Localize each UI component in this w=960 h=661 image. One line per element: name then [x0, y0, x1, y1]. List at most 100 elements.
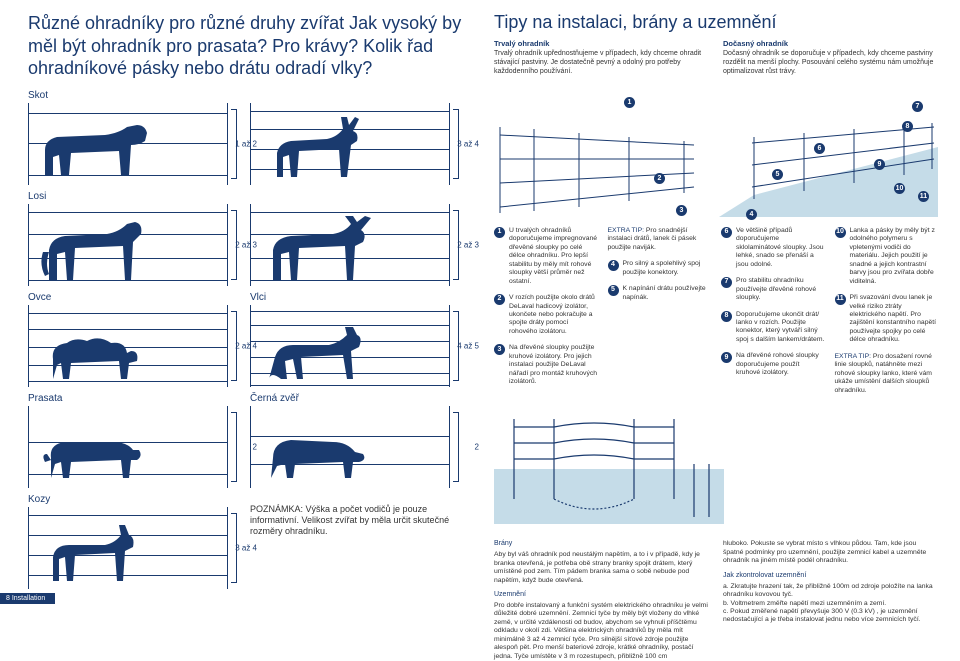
wire-range: 3 až 4: [235, 543, 257, 552]
animal-silhouette: [35, 519, 155, 589]
tips-column: EXTRA TIP: Pro snadnější instalaci drátů…: [608, 227, 712, 396]
tip-text: Pro silný a spolehlivý spoj použijte kon…: [623, 260, 712, 277]
animal-box: 2: [28, 406, 228, 488]
tip-badge: 10: [835, 227, 846, 238]
animal-grid: Skot 1 až 2 3 až 4 Losi 2 až 3 2 až 3 Ovce 2 …: [28, 90, 462, 589]
left-page: Různé ohradníky pro různé druhy zvířat J…: [0, 0, 480, 614]
animal-box: 2 až 4: [28, 305, 228, 387]
animal-label: Skot: [28, 90, 228, 101]
tip-badge: 4: [608, 260, 619, 271]
animal-cell: 3 až 4: [250, 90, 450, 185]
tip-item: 10 Lanka a pásky by měly být z odolného p…: [835, 227, 939, 286]
diagram-badge: 6: [814, 143, 825, 154]
tip-item: 7 Pro stabilitu ohradníku používejte dřev…: [721, 277, 825, 302]
animal-cell: Skot 1 až 2: [28, 90, 228, 185]
animal-silhouette: [257, 216, 377, 286]
diagram-badge: 5: [772, 169, 783, 180]
animal-box: 1 až 2: [28, 103, 228, 185]
tip-text: K napínání drátu používejte napínák.: [623, 285, 712, 302]
tip-text: U trvalých ohradníků doporučujeme impreg…: [509, 227, 598, 286]
tip-text: Pro stabilitu ohradníku používejte dřevě…: [736, 277, 825, 302]
wire-range: 2 až 3: [457, 240, 479, 249]
animal-label: Losi: [28, 191, 228, 202]
animal-label: [250, 90, 450, 101]
animal-silhouette: [35, 418, 155, 488]
animal-box: 2 až 3: [28, 204, 228, 286]
tip-text: Lanka a pásky by měly být z odolného pol…: [850, 227, 939, 286]
animal-cell: Prasata 2: [28, 393, 228, 488]
tip-text: Na dřevěné sloupky použijte kruhové izol…: [509, 344, 598, 386]
animal-label: Prasata: [28, 393, 228, 404]
tip-item: 2 V rozích použijte okolo drátů DeLaval h…: [494, 294, 598, 336]
tip-text: V rozích použijte okolo drátů DeLaval ha…: [509, 294, 598, 336]
note-box: POZNÁMKA: Výška a počet vodičů je pouze …: [250, 504, 450, 538]
grounding-diagram: [494, 409, 938, 524]
animal-silhouette: [257, 115, 377, 185]
wire-range: 4 až 5: [457, 341, 479, 350]
check-body: a. Zkratujte hrazení tak, že přibližně 1…: [723, 583, 938, 625]
animal-label: Vlci: [250, 292, 450, 303]
tip-badge: 6: [721, 227, 732, 238]
gate-body: Aby byl váš ohradník pod neustálým napět…: [494, 551, 709, 585]
tip-badge: 1: [494, 227, 505, 238]
extra-tip: EXTRA TIP: Pro dosažení rovné linie slou…: [835, 353, 939, 395]
tip-badge: 5: [608, 285, 619, 296]
intro-title-1: Trvalý ohradník: [494, 39, 709, 48]
diagram-badge: 8: [902, 121, 913, 132]
tip-badge: 8: [721, 311, 732, 322]
tips-column: 10 Lanka a pásky by měly být z odolného p…: [835, 227, 939, 396]
tip-badge: 9: [721, 352, 732, 363]
animal-box: 2 až 3: [250, 204, 450, 286]
animal-cell: 2 až 3: [250, 191, 450, 286]
animal-silhouette: [35, 115, 155, 185]
animal-label: Ovce: [28, 292, 228, 303]
tip-item: 9 Na dřevěné rohové sloupky doporučujeme …: [721, 352, 825, 377]
tip-text: Při svazování dvou lanek je velké riziko…: [850, 294, 939, 345]
animal-silhouette: [35, 317, 155, 387]
tip-text: Na dřevěné rohové sloupky doporučujeme p…: [736, 352, 825, 377]
ground-body: Pro dobře instalovaný a funkční systém e…: [494, 602, 709, 661]
right-page: Tipy na instalaci, brány a uzemnění Trva…: [480, 0, 960, 614]
fence-diagram: 1234567891011: [494, 87, 938, 217]
diagram-badge: 2: [654, 173, 665, 184]
animal-label: Kozy: [28, 494, 228, 505]
lower-text: Brány Aby byl váš ohradník pod neustálým…: [494, 540, 938, 661]
intro-title-2: Dočasný ohradník: [723, 39, 938, 48]
tip-badge: 3: [494, 344, 505, 355]
diagram-badge: 10: [894, 183, 905, 194]
tip-badge: 7: [721, 277, 732, 288]
intro-body-1: Trvalý ohradník upřednostňujeme v případ…: [494, 50, 709, 76]
footer-page-num: 8 Installation: [0, 593, 55, 604]
animal-box: 3 až 4: [250, 103, 450, 185]
animal-cell: Vlci4 až 5: [250, 292, 450, 387]
tip-text: Ve většině případů doporučujeme sklolami…: [736, 227, 825, 269]
gate-title: Brány: [494, 540, 709, 549]
diagram-badge: 9: [874, 159, 885, 170]
animal-silhouette: [257, 317, 377, 387]
tip-item: 8 Doporučujeme ukončit drát/ lanko v rozí…: [721, 311, 825, 345]
animal-label: Černá zvěř: [250, 393, 450, 404]
ground-cont: hluboko. Pokuste se vybrat místo s vlhko…: [723, 540, 938, 565]
left-heading: Různé ohradníky pro různé druhy zvířat J…: [28, 12, 462, 80]
tip-item: 11 Při svazování dvou lanek je velké rizi…: [835, 294, 939, 345]
diagram-badge: 7: [912, 101, 923, 112]
tip-item: 4 Pro silný a spolehlivý spoj použijte ko…: [608, 260, 712, 277]
animal-cell: Černá zvěř 2: [250, 393, 450, 488]
tip-badge: 11: [835, 294, 846, 305]
animal-box: 3 až 4: [28, 507, 228, 589]
tip-item: 3 Na dřevěné sloupky použijte kruhové izo…: [494, 344, 598, 386]
tip-item: 5 K napínání drátu používejte napínák.: [608, 285, 712, 302]
ground-title: Uzemnění: [494, 591, 709, 600]
intro-columns: Trvalý ohradník Trvalý ohradník upřednos…: [494, 39, 938, 77]
diagram-badge: 11: [918, 191, 929, 202]
check-title: Jak zkontrolovat uzemnění: [723, 572, 938, 581]
animal-label: [250, 191, 450, 202]
tip-badge: 2: [494, 294, 505, 305]
animal-cell: Kozy 3 až 4: [28, 494, 228, 589]
animal-cell: Losi 2 až 3: [28, 191, 228, 286]
tip-text: Doporučujeme ukončit drát/ lanko v rozíc…: [736, 311, 825, 345]
tip-item: 1 U trvalých ohradníků doporučujeme impre…: [494, 227, 598, 286]
animal-cell: Ovce 2 až 4: [28, 292, 228, 387]
tips-column: 6 Ve většině případů doporučujeme sklolam…: [721, 227, 825, 396]
animal-box: 2: [250, 406, 450, 488]
